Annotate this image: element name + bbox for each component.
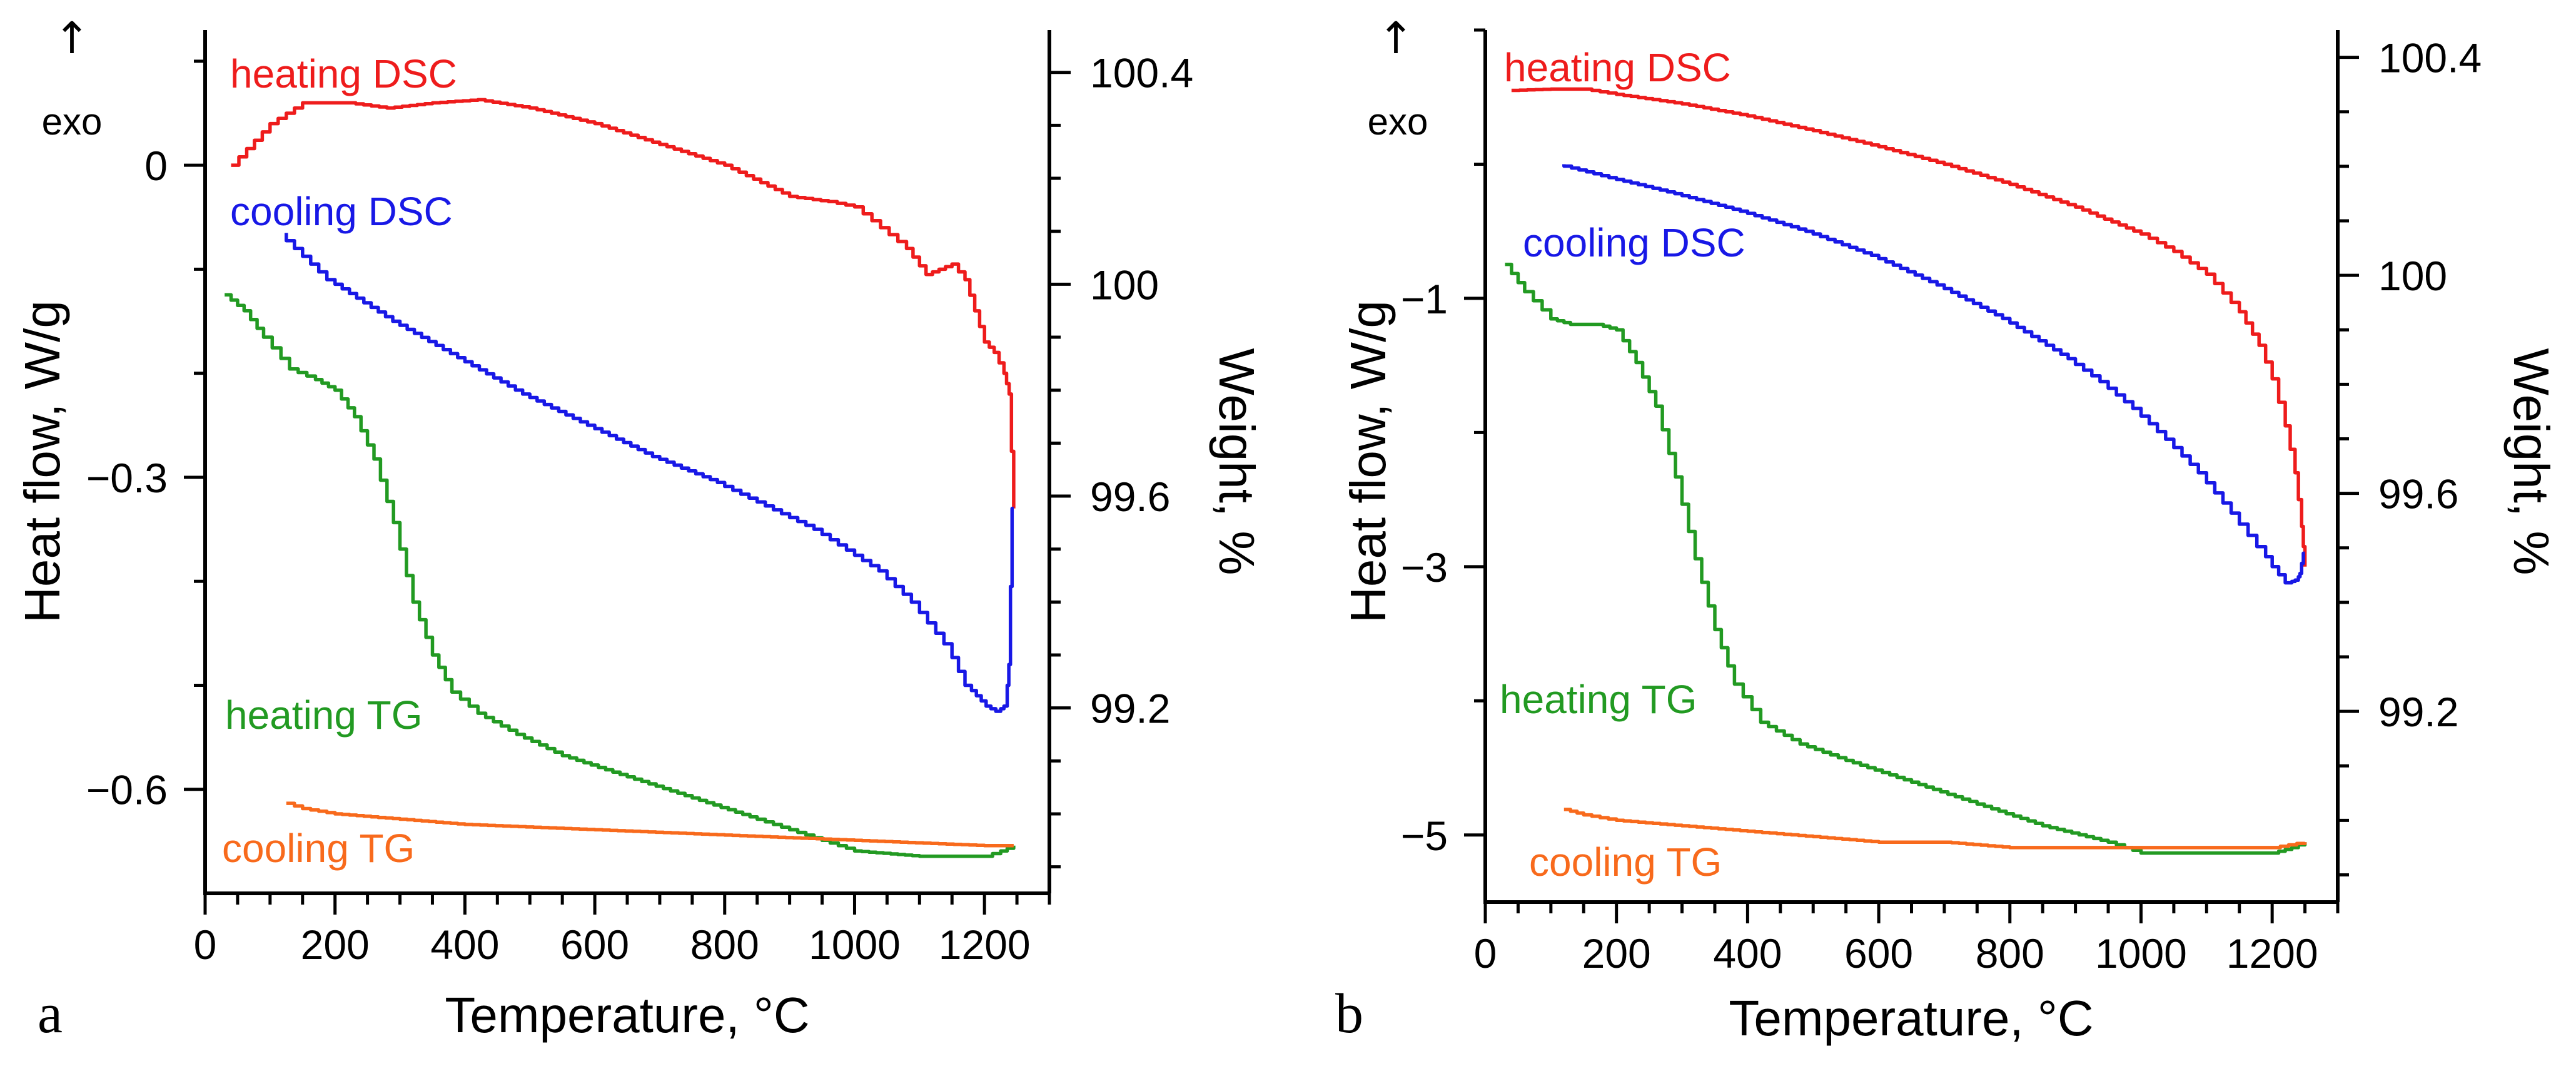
- x-tick-label: 400: [1713, 930, 1782, 977]
- x-tick-label: 1200: [939, 921, 1031, 968]
- series-heating-dsc: [231, 98, 1016, 509]
- y2-axis-title: Weight, %: [2503, 348, 2559, 575]
- y-tick-label: −3: [1401, 544, 1448, 591]
- up-arrow-icon: ↑: [54, 13, 91, 64]
- y2-tick-label: 100.4: [2378, 35, 2482, 81]
- x-tick-label: 200: [301, 921, 370, 968]
- curve-label-heating-dsc: heating DSC: [1504, 45, 1731, 90]
- x-tick-label: 600: [1844, 930, 1913, 977]
- y-tick-label: −5: [1401, 813, 1448, 859]
- x-tick-label: 0: [1474, 930, 1497, 977]
- y2-tick-label: 99.2: [1090, 686, 1170, 732]
- y-tick-label: −1: [1401, 276, 1448, 322]
- curve-label-cooling-tg: cooling TG: [1529, 840, 1722, 885]
- x-tick-label: 600: [560, 921, 629, 968]
- x-tick-label: 800: [1976, 930, 2044, 977]
- series-cooling-tg: [286, 801, 1014, 848]
- curve-label-cooling-tg: cooling TG: [222, 826, 415, 871]
- panel-label: b: [1335, 983, 1363, 1045]
- x-tick-label: 200: [1582, 930, 1651, 977]
- x-tick-label: 800: [690, 921, 759, 968]
- y-tick-label: 0: [144, 143, 168, 189]
- y-tick-label: −0.6: [86, 767, 168, 813]
- x-tick-label: 0: [194, 921, 217, 968]
- x-axis-title: Temperature, °C: [445, 987, 809, 1043]
- y2-tick-label: 99.6: [2378, 471, 2458, 517]
- series-heating-dsc: [1511, 87, 2307, 567]
- curve-label-heating-dsc: heating DSC: [230, 51, 457, 96]
- curve-label-heating-tg: heating TG: [225, 693, 422, 738]
- curve-label-heating-tg: heating TG: [1500, 677, 1697, 722]
- x-tick-label: 1200: [2226, 930, 2318, 977]
- x-tick-label: 1000: [2095, 930, 2187, 977]
- x-tick-label: 400: [430, 921, 499, 968]
- y2-tick-label: 99.6: [1090, 474, 1170, 520]
- series-cooling-tg: [1563, 808, 2307, 850]
- panel-b: 0 200 400 600 800 1000 1200 −1 −3 −5 100.4 100 99.6 9…: [1335, 13, 2559, 1046]
- x-tick-label: 1000: [809, 921, 901, 968]
- y-tick-label: −0.3: [86, 455, 168, 501]
- y-axis-title: Heat flow, W/g: [1340, 300, 1396, 623]
- curve-label-cooling-dsc: cooling DSC: [230, 189, 453, 234]
- exo-label: exo: [42, 101, 103, 143]
- exo-label: exo: [1368, 101, 1428, 143]
- up-arrow-icon: ↑: [1378, 13, 1415, 64]
- axes-frame: [1483, 30, 2340, 904]
- y-axis-title: Heat flow, W/g: [14, 300, 70, 623]
- series-heating-tg: [1505, 262, 2307, 855]
- curve-label-cooling-dsc: cooling DSC: [1523, 220, 1745, 265]
- y2-tick-label: 100.4: [1090, 50, 1193, 96]
- panel-a: 0 200 400 600 800 1000 1200 0 −0.3 −0.6 100.4 100 99…: [14, 13, 1265, 1045]
- series-heating-tg: [225, 293, 1016, 858]
- axes-frame: [203, 30, 1051, 895]
- panel-label: a: [38, 983, 63, 1045]
- x-axis-title: Temperature, °C: [1729, 990, 2093, 1046]
- series-cooling-dsc: [285, 233, 1014, 713]
- y2-tick-label: 100: [1090, 261, 1159, 308]
- y2-axis-title: Weight, %: [1209, 348, 1265, 575]
- series-cooling-dsc: [1562, 164, 2305, 585]
- y2-tick-label: 99.2: [2378, 689, 2458, 735]
- y2-tick-label: 100: [2378, 253, 2447, 299]
